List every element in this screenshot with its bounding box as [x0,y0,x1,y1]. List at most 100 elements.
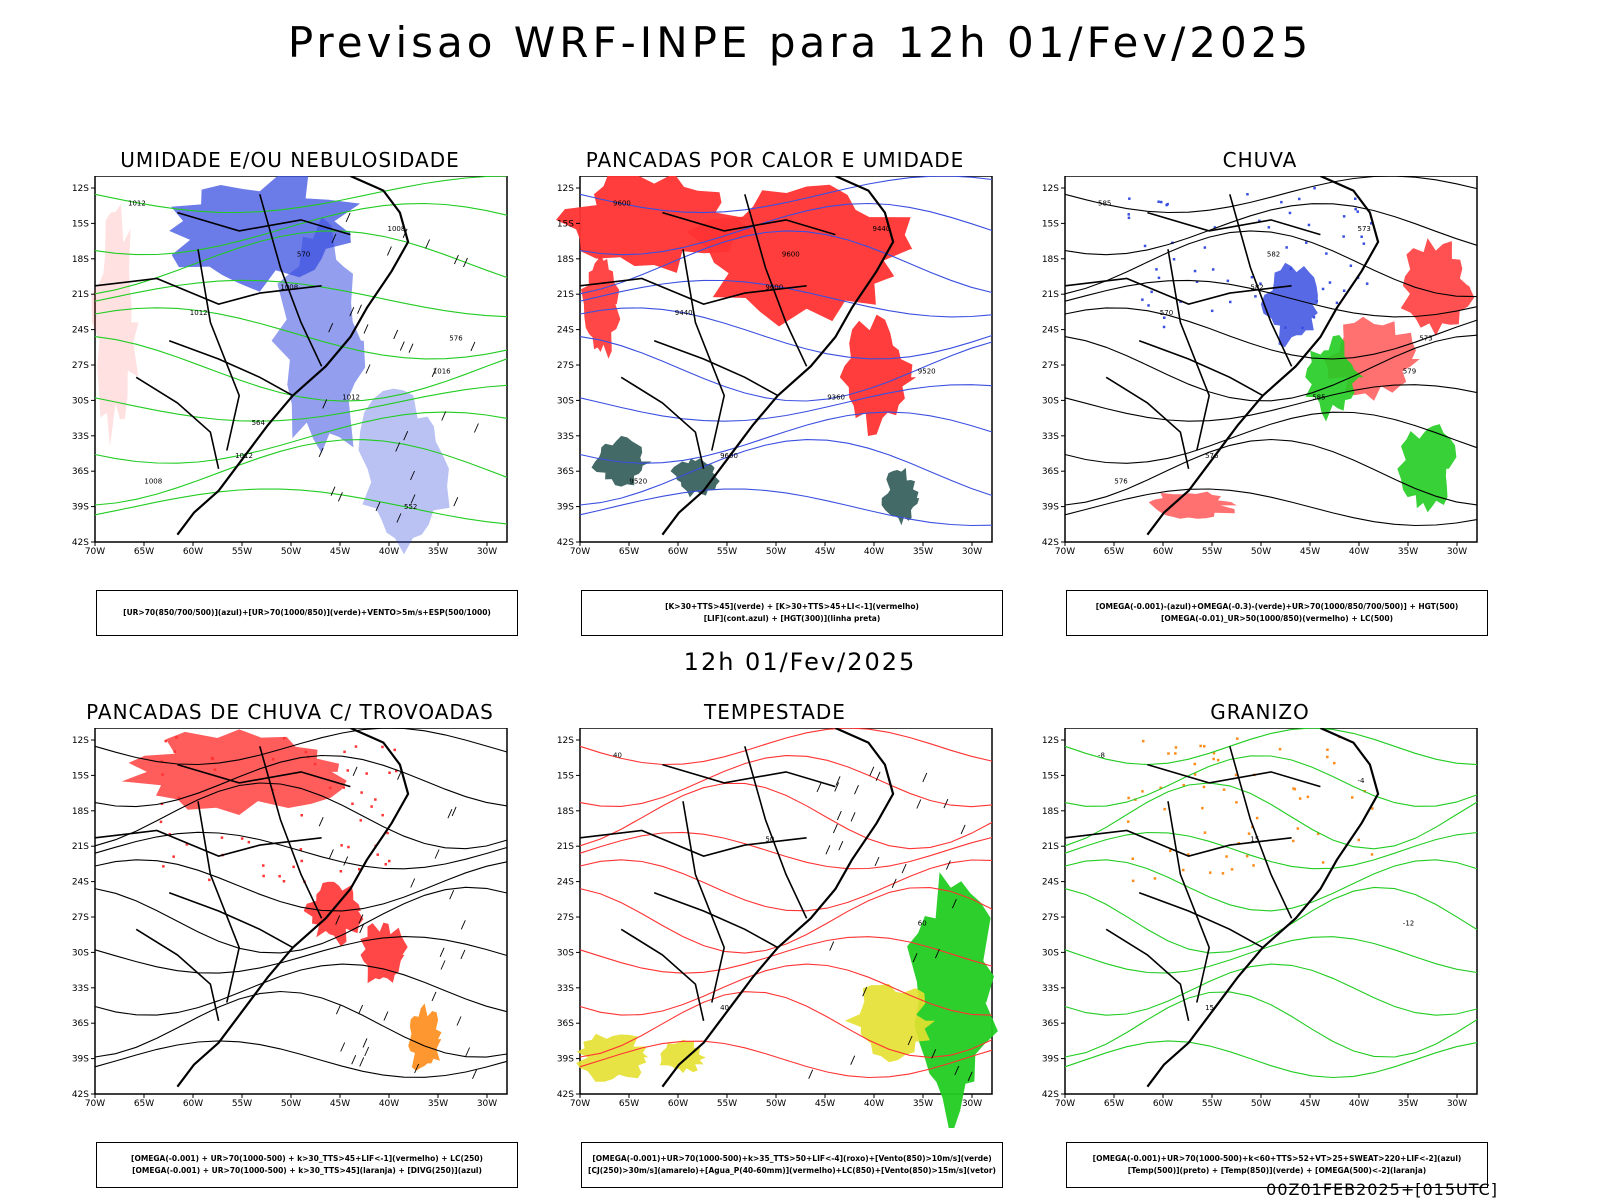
lat-tick-label: 39S [557,1055,574,1065]
shaded-area [91,204,139,447]
lat-tick-label: 36S [1042,1019,1059,1029]
speckle [1160,200,1163,204]
contour-line [94,831,508,870]
speckle [1305,241,1308,244]
speckle [1325,252,1328,255]
lon-tick-label: 65W [134,547,154,557]
wind-arrow [358,914,364,924]
contour-line [579,728,993,766]
wind-arrow [328,849,334,859]
lat-tick-label: 33S [72,984,89,994]
contour-label: 582 [1267,251,1280,259]
wind-arrow [363,324,369,334]
contour-label: 9600 [720,452,738,460]
speckle [1234,773,1238,777]
lat-tick-label: 18S [557,807,574,817]
wind-arrow [357,304,362,314]
lat-tick-label: 27S [1042,361,1059,371]
lat-tick-label: 24S [557,878,574,888]
lat-tick-label: 24S [72,326,89,336]
country-border [259,746,323,919]
contour-line [94,488,508,525]
shaded-area [839,314,917,436]
contour-line [579,307,993,360]
shaded-area [1397,424,1457,513]
speckle [247,840,251,844]
speckle [313,762,317,766]
contour-line [1064,307,1478,360]
wind-arrow [838,841,844,851]
wind-arrow [410,470,415,481]
lat-tick-label: 33S [72,432,89,442]
contour-line [94,336,508,402]
lon-tick-label: 65W [134,1099,154,1109]
speckle [185,843,189,846]
country-border [135,376,220,469]
country-border [135,928,220,1021]
speckle [1167,752,1170,755]
wind-arrow [447,809,453,819]
lat-tick-label: 12S [557,736,574,746]
speckle [271,758,275,761]
speckle [1315,299,1318,303]
wind-arrow [456,1016,462,1026]
speckle [1211,268,1215,271]
speckle [1235,801,1238,804]
speckle [354,745,358,748]
speckle [1155,268,1158,271]
contour-label: 570 [1160,309,1173,317]
speckle [1313,186,1316,190]
wind-arrow [359,1057,365,1067]
country-border [620,928,705,1021]
coastline [176,176,410,536]
speckle [172,855,175,858]
country-border [682,249,726,451]
wind-arrow [960,824,966,835]
speckle [1216,758,1220,762]
lon-tick-label: 70W [85,547,105,557]
lon-tick-label: 70W [570,547,590,557]
lat-tick-label: 39S [1042,1055,1059,1065]
lon-tick-label: 40W [864,547,884,557]
contour-label: 585 [1098,199,1111,207]
contour-label: 1012 [128,199,146,207]
speckle [339,870,343,873]
contour-line [579,887,993,954]
speckle [1163,316,1166,319]
lat-tick-label: 33S [1042,984,1059,994]
lon-tick-label: 35W [913,547,933,557]
speckle [1165,203,1168,207]
wind-arrow [331,233,337,244]
wind-arrow [386,246,392,256]
contour-line [1064,963,1478,1016]
wind-arrow [318,817,324,827]
coastline [1146,728,1380,1088]
lat-tick-label: 27S [72,913,89,923]
panel-trovoadas: PANCADAS DE CHUVA C/ TROVOADAS 12S 15S 18S… [55,700,525,1200]
lon-tick-label: 65W [1104,1099,1124,1109]
country-border [1229,194,1293,367]
shaded-area [670,458,720,498]
wind-arrow [399,341,405,351]
speckle [1306,795,1310,799]
speckle [1221,872,1225,875]
wind-arrow [451,806,457,817]
contour-label: 573 [1358,225,1371,233]
speckle [1316,832,1320,836]
speckle [160,760,164,763]
speckle [1203,831,1207,834]
country-border [94,277,322,305]
page-title: Previsao WRF-INPE para 12h 01/Fev/2025 [287,18,1313,67]
speckle [1157,200,1160,203]
shaded-area [360,922,408,984]
speckle [1326,748,1329,751]
lat-tick-label: 39S [72,503,89,513]
country-border [177,211,351,236]
speckle [1226,279,1230,283]
shaded-area [1148,491,1237,519]
wind-arrow [449,890,455,900]
country-border [579,829,807,857]
contour-line [94,782,508,850]
speckle [388,771,391,774]
lat-tick-label: 39S [557,503,574,513]
